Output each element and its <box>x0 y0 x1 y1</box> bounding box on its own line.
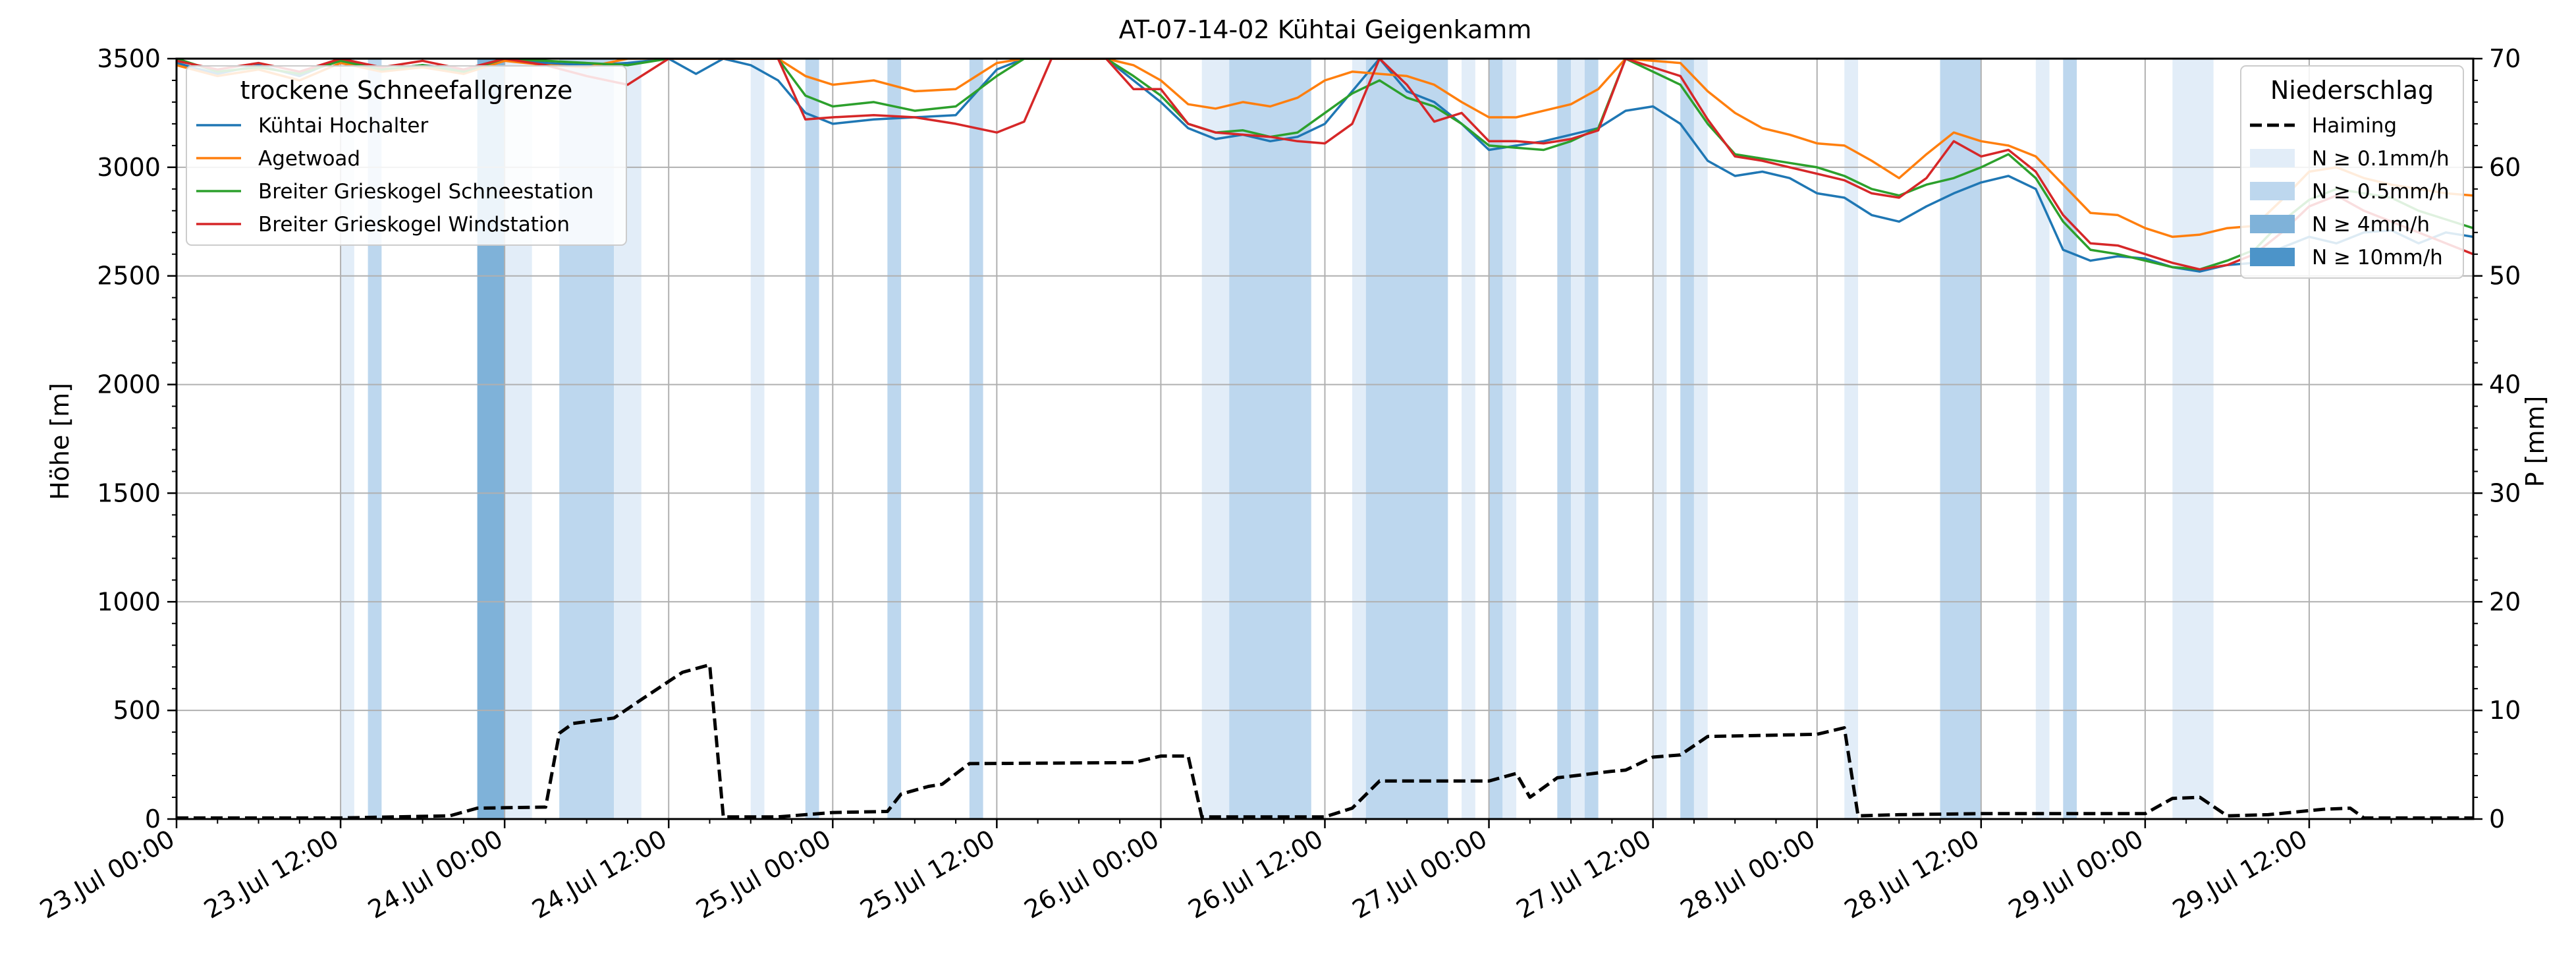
legend-snowline: trockene Schneefallgrenze Kühtai Hochalt… <box>186 65 627 246</box>
legend-swatch <box>2250 149 2295 167</box>
x-tick-label: 25.Jul 12:00 <box>856 824 1000 924</box>
y-tick-label: 3500 <box>97 44 161 73</box>
precip-band <box>368 59 382 819</box>
series-line <box>177 59 2473 271</box>
legend-precipitation-box <box>2240 65 2464 279</box>
y2-tick-label: 20 <box>2489 587 2521 616</box>
precip-band <box>2035 59 2050 819</box>
x-tick-label: 25.Jul 00:00 <box>691 824 835 924</box>
series-line <box>177 59 2473 239</box>
y2-tick-label: 30 <box>2489 478 2521 507</box>
y-axis-right: 0 10 20 30 40 50 60 70 <box>2473 44 2521 834</box>
precip-band <box>1653 59 1667 819</box>
precip-band <box>1940 59 1981 819</box>
y2-tick-label: 10 <box>2489 696 2521 725</box>
x-tick-label: 24.Jul 00:00 <box>363 824 507 924</box>
x-axis: 23.Jul 00:00 23.Jul 12:00 24.Jul 00:00 24.J… <box>35 819 2433 924</box>
precip-band <box>1571 59 1585 819</box>
precip-band <box>1693 59 1708 819</box>
legend-label: Breiter Grieskogel Schneestation <box>258 180 593 204</box>
legend-snowline-title: trockene Schneefallgrenze <box>240 76 573 105</box>
y2-tick-label: 40 <box>2489 370 2521 399</box>
x-tick-label: 28.Jul 12:00 <box>1840 824 1984 924</box>
precip-band <box>1844 59 1858 819</box>
precip-band <box>1502 59 1517 819</box>
x-tick-label: 24.Jul 12:00 <box>527 824 671 924</box>
legend-label: N ≥ 10mm/h <box>2312 246 2443 269</box>
precip-band <box>1352 59 1366 819</box>
legend-label: N ≥ 0.1mm/h <box>2312 147 2450 171</box>
legend-snowline-box <box>186 65 627 246</box>
y-tick-label: 2000 <box>97 370 161 399</box>
y2-tick-label: 70 <box>2489 44 2521 73</box>
y-tick-label: 0 <box>145 805 161 834</box>
series-line <box>177 663 2473 819</box>
precip-band <box>1229 59 1311 819</box>
legend-precipitation-title: Niederschlag <box>2270 76 2434 105</box>
legend-swatch <box>2250 182 2295 200</box>
x-tick-label: 27.Jul 12:00 <box>1512 824 1656 924</box>
y-tick-label: 1500 <box>97 478 161 507</box>
precip-band <box>750 59 765 819</box>
x-tick-label: 29.Jul 12:00 <box>2168 824 2312 924</box>
precip-band <box>1462 59 1475 819</box>
legend-swatch <box>2250 215 2295 233</box>
x-tick-label: 23.Jul 00:00 <box>35 824 179 924</box>
legend-precipitation: Niederschlag Haiming N ≥ 0.1mm/h N ≥ 0.5mm… <box>2240 65 2464 279</box>
precip-band <box>1365 59 1448 819</box>
precip-band <box>1489 59 1503 819</box>
legend-label: Haiming <box>2312 114 2397 138</box>
y2-tick-label: 50 <box>2489 262 2521 291</box>
precip-band <box>805 59 819 819</box>
series-lines <box>177 59 2473 819</box>
precip-band <box>1557 59 1572 819</box>
precip-band <box>2172 59 2214 819</box>
precip-band <box>341 59 354 819</box>
precip-band <box>887 59 902 819</box>
series-line <box>177 59 2473 271</box>
y-tick-label: 500 <box>113 696 161 725</box>
legend-label: N ≥ 4mm/h <box>2312 213 2430 237</box>
chart-title: AT-07-14-02 Kühtai Geigenkamm <box>1119 15 1532 44</box>
x-tick-label: 27.Jul 00:00 <box>1348 824 1492 924</box>
precip-band <box>969 59 983 819</box>
y-axis-left: 0 500 1000 1500 2000 2500 3000 3500 <box>97 44 177 834</box>
x-tick-label: 23.Jul 12:00 <box>199 824 343 924</box>
precip-band <box>1680 59 1694 819</box>
legend-label: Kühtai Hochalter <box>258 114 429 138</box>
y2-tick-label: 0 <box>2489 805 2505 834</box>
x-tick-label: 29.Jul 00:00 <box>2004 824 2148 924</box>
legend-label: N ≥ 0.5mm/h <box>2312 180 2450 204</box>
legend-label: Agetwoad <box>258 147 360 171</box>
precip-band <box>1584 59 1599 819</box>
x-tick-label: 26.Jul 12:00 <box>1184 824 1328 924</box>
precip-band <box>2063 59 2077 819</box>
y-tick-label: 1000 <box>97 587 161 616</box>
y-tick-label: 3000 <box>97 153 161 182</box>
legend-swatch <box>2250 248 2295 266</box>
y-axis-label-left: Höhe [m] <box>45 383 74 500</box>
legend-label: Breiter Grieskogel Windstation <box>258 213 570 237</box>
precip-band <box>1201 59 1230 819</box>
y2-tick-label: 60 <box>2489 153 2521 182</box>
x-tick-label: 26.Jul 00:00 <box>1020 824 1164 924</box>
x-tick-label: 28.Jul 00:00 <box>1676 824 1820 924</box>
y-axis-label-right: P [mm] <box>2521 396 2550 488</box>
y-tick-label: 2500 <box>97 262 161 291</box>
